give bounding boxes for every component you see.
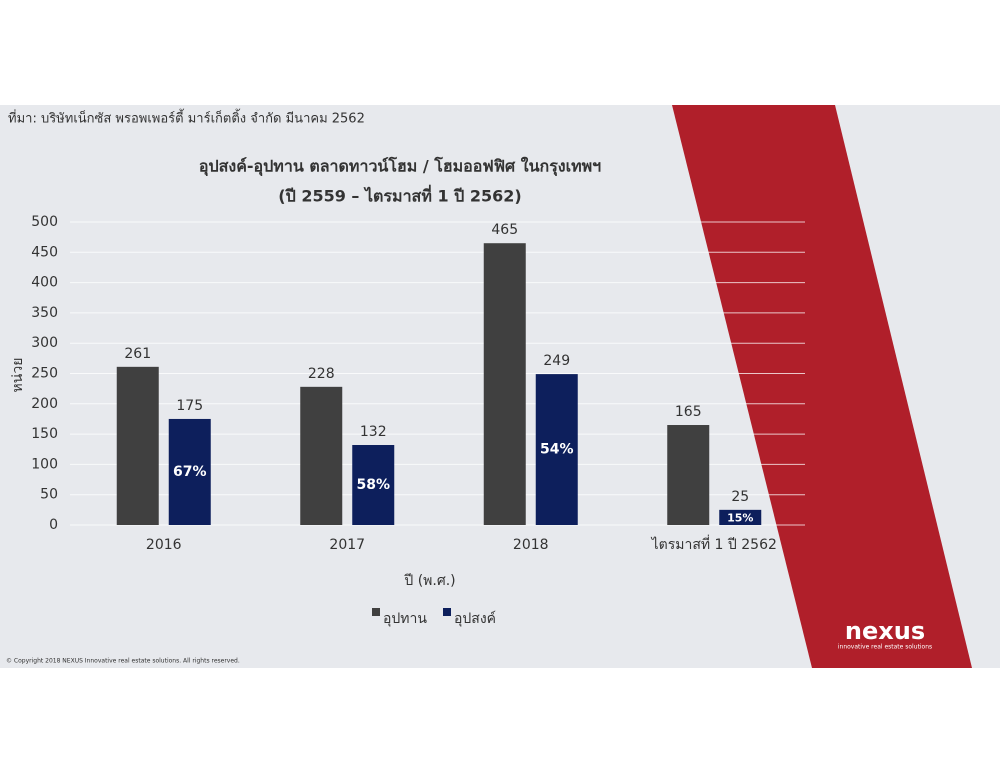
y-tick-label: 200	[31, 396, 58, 412]
y-tick-label: 0	[49, 517, 58, 533]
y-tick-label: 150	[31, 426, 58, 442]
y-tick-label: 500	[31, 214, 58, 230]
bar	[719, 509, 762, 525]
bar	[535, 374, 578, 525]
bar	[352, 445, 395, 525]
value-label: 165	[675, 404, 702, 420]
y-tick-label: 50	[40, 487, 58, 503]
bar	[116, 366, 159, 525]
value-label: 132	[360, 424, 387, 440]
value-label: 249	[543, 353, 570, 369]
copyright: © Copyright 2018 NEXUS Innovative real e…	[6, 658, 240, 665]
legend-label: อุปสงค์	[454, 610, 496, 627]
value-label: 465	[491, 222, 518, 238]
bar	[667, 425, 710, 525]
logo-tagline: innovative real estate solutions	[838, 644, 932, 651]
ratio-label: 67%	[173, 464, 207, 480]
legend-label: อุปทาน	[383, 611, 427, 627]
x-tick-label: 2018	[513, 537, 549, 553]
bar	[300, 386, 343, 525]
ratio-label: 58%	[356, 477, 390, 493]
value-label: 175	[176, 398, 203, 414]
x-axis-label: ปี (พ.ศ.)	[404, 573, 456, 589]
chart-subtitle: (ปี 2559 – ไตรมาสที่ 1 ปี 2562)	[278, 185, 521, 206]
bar	[483, 243, 526, 525]
y-tick-label: 300	[31, 335, 58, 351]
y-tick-label: 400	[31, 275, 58, 291]
ratio-label: 54%	[540, 442, 574, 458]
value-label: 261	[124, 346, 151, 362]
value-label: 228	[308, 366, 335, 382]
y-axis-label: หน่วย	[10, 358, 26, 393]
bar	[168, 418, 211, 525]
legend-swatch	[372, 608, 380, 616]
source: ที่มา: บริษัทเน็กซัส พรอพเพอร์ตี้ มาร์เก…	[8, 109, 365, 127]
x-tick-label: ไตรมาสที่ 1 ปี 2562	[651, 535, 777, 553]
red-band	[672, 105, 972, 668]
legend-swatch	[443, 608, 451, 616]
x-tick-label: 2017	[329, 537, 365, 553]
y-tick-label: 350	[31, 305, 58, 321]
y-tick-label: 450	[31, 244, 58, 260]
value-label: 25	[731, 489, 749, 505]
x-tick-label: 2016	[146, 537, 182, 553]
y-tick-label: 250	[31, 366, 58, 382]
ratio-label: 15%	[727, 511, 753, 524]
logo: nexus	[845, 617, 925, 645]
chart-title: อุปสงค์-อุปทาน ตลาดทาวน์โฮม / โฮมออฟฟิศ …	[199, 156, 601, 177]
y-tick-label: 100	[31, 456, 58, 472]
